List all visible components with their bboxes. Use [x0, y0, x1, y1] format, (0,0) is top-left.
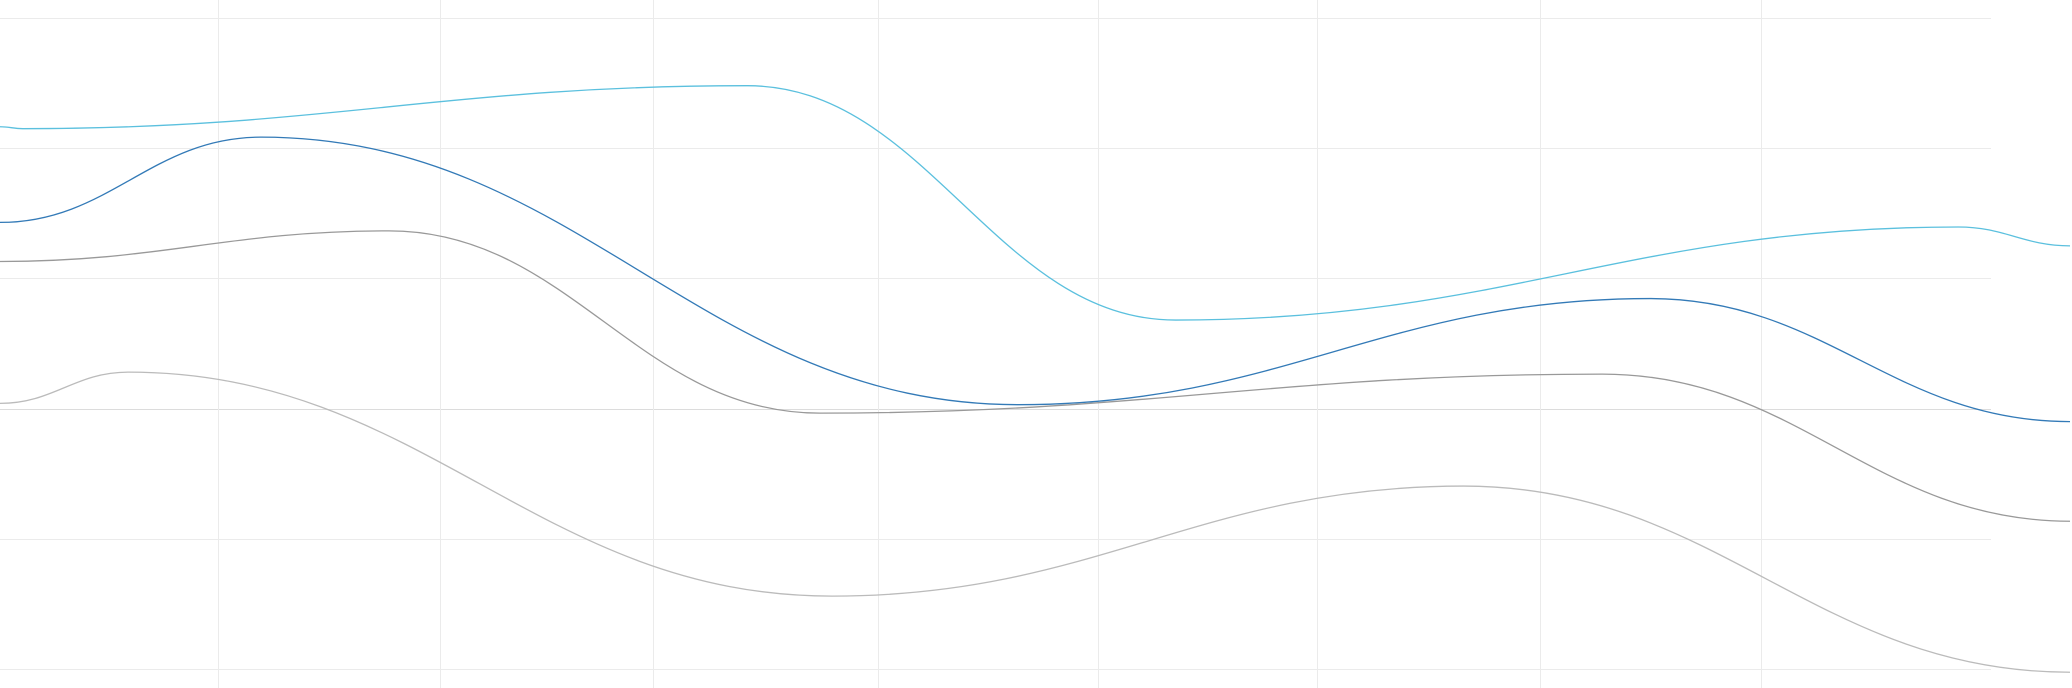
series-line-2 [0, 136, 2071, 423]
series-line-1 [0, 85, 2071, 321]
series-line-4 [0, 371, 2071, 673]
series-layer [0, 85, 2071, 673]
series-line-3 [0, 230, 2071, 522]
grid-layer [0, 0, 1991, 688]
